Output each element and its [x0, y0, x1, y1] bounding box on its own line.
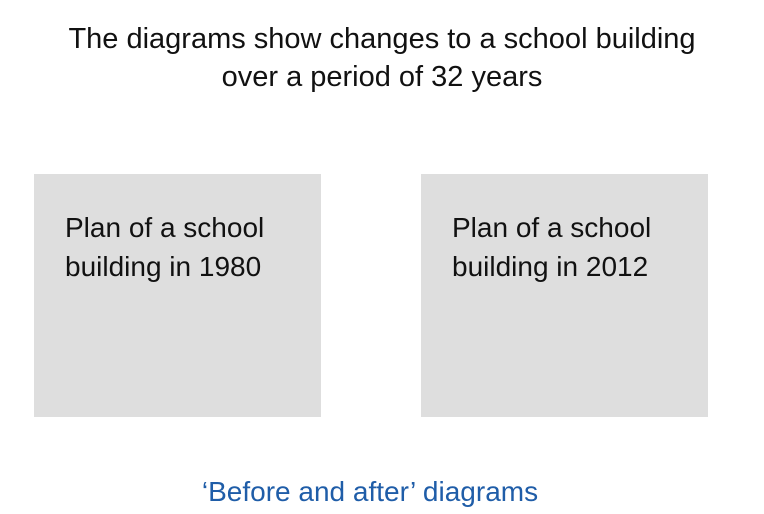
plan-2012-label: Plan of a school building in 2012: [452, 208, 651, 286]
plan-2012-placeholder: Plan of a school building in 2012: [421, 174, 708, 417]
slide-title-line-2: over a period of 32 years: [221, 61, 543, 93]
slide-title-line-1: The diagrams show changes to a school bu…: [68, 23, 696, 55]
plan-1980-placeholder: Plan of a school building in 1980: [34, 174, 321, 417]
plan-1980-label: Plan of a school building in 1980: [65, 208, 264, 286]
plan-2012-label-line-1: Plan of a school: [452, 212, 652, 243]
plan-1980-label-line-1: Plan of a school: [65, 212, 265, 243]
plan-1980-label-line-2: building in 1980: [65, 251, 262, 282]
diagram-type-caption: ‘Before and after’ diagrams: [201, 476, 539, 507]
slide-title: The diagrams show changes to a school bu…: [0, 20, 764, 96]
plan-2012-label-line-2: building in 2012: [452, 251, 649, 282]
